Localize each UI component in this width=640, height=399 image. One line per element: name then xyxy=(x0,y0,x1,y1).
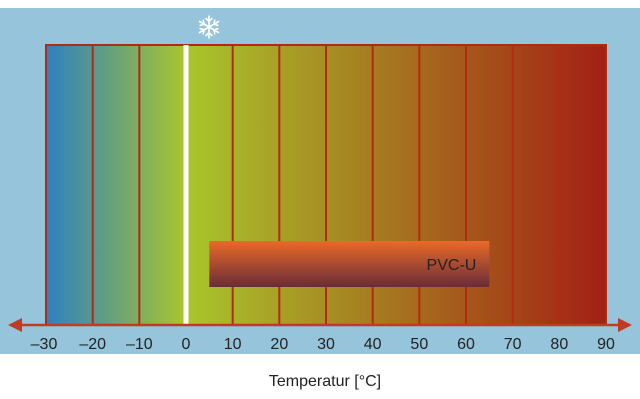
snowflake-icon xyxy=(198,15,220,39)
series-bars: PVC-U xyxy=(209,241,490,287)
series-bar-pvc-u xyxy=(209,241,490,287)
freezing-point-line xyxy=(183,45,189,325)
tick-label: 90 xyxy=(597,336,615,353)
tick-label: –10 xyxy=(126,336,153,353)
tick-label: 50 xyxy=(410,336,428,353)
tick-label: 80 xyxy=(550,336,568,353)
tick-label: 30 xyxy=(317,336,335,353)
tick-label: 20 xyxy=(270,336,288,353)
tick-label: 40 xyxy=(364,336,382,353)
tick-label: 0 xyxy=(182,336,191,353)
axis-arrow-left-icon xyxy=(8,318,22,332)
tick-label: 70 xyxy=(504,336,522,353)
tick-label: –30 xyxy=(31,336,58,353)
tick-labels: –30 –20 –10 0 10 20 30 40 50 60 70 80 90 xyxy=(31,336,615,353)
tick-label: –20 xyxy=(79,336,106,353)
axis-arrow-right-icon xyxy=(618,318,632,332)
tick-label: 60 xyxy=(457,336,475,353)
tick-label: 10 xyxy=(224,336,242,353)
series-label: PVC-U xyxy=(427,257,477,274)
x-axis xyxy=(8,318,632,332)
x-axis-label: Temperatur [°C] xyxy=(269,373,381,390)
